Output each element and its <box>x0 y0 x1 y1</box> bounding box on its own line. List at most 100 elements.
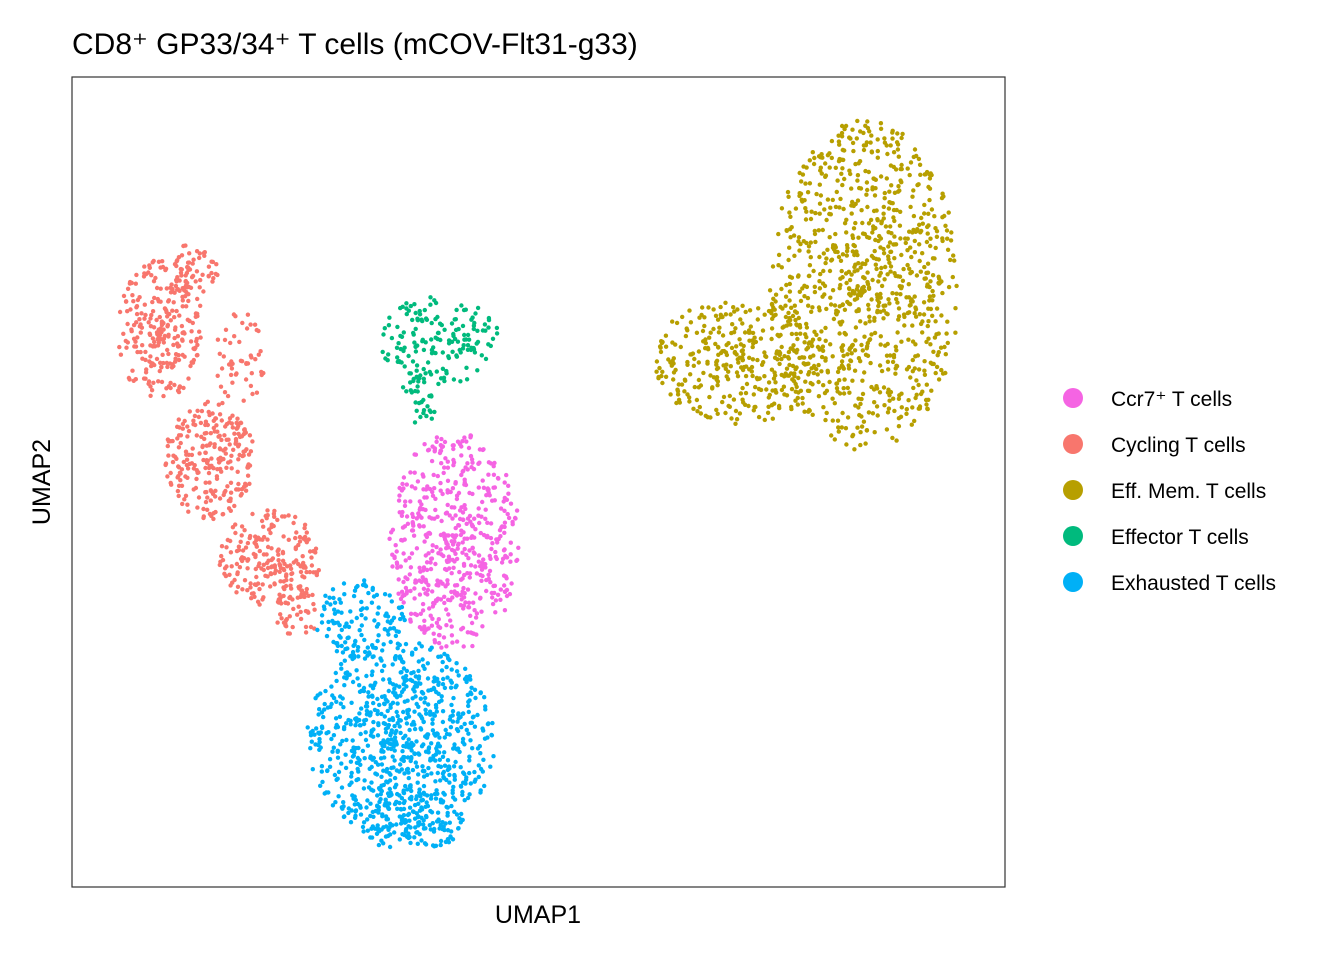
data-point <box>395 324 400 330</box>
data-point <box>939 367 944 373</box>
data-point <box>343 752 348 757</box>
data-point <box>401 709 406 715</box>
data-point <box>945 319 950 324</box>
data-point <box>486 576 491 582</box>
data-point <box>846 269 852 274</box>
data-point <box>853 201 858 207</box>
data-point <box>851 226 857 231</box>
data-point <box>252 540 257 545</box>
data-point <box>474 341 479 346</box>
data-point <box>795 395 800 401</box>
data-point <box>945 340 950 346</box>
data-point <box>465 630 470 635</box>
data-point <box>408 470 413 475</box>
data-point <box>842 176 847 182</box>
data-point <box>178 440 183 446</box>
data-point <box>789 406 794 412</box>
data-point <box>405 787 410 792</box>
data-point <box>349 770 354 776</box>
data-point <box>953 330 958 335</box>
data-point <box>948 257 953 263</box>
data-point <box>222 337 228 343</box>
data-point <box>843 426 849 431</box>
data-point <box>425 803 431 809</box>
data-point <box>209 456 214 461</box>
data-point <box>138 349 143 355</box>
data-point <box>756 386 762 392</box>
data-point <box>422 628 428 633</box>
data-point <box>860 285 865 291</box>
data-point <box>243 545 249 550</box>
data-point <box>868 360 873 366</box>
data-point <box>401 579 406 585</box>
data-point <box>389 765 394 771</box>
data-point <box>700 328 706 334</box>
data-point <box>434 788 439 793</box>
data-point <box>430 728 436 733</box>
data-point <box>471 550 476 555</box>
data-point <box>839 123 845 129</box>
data-point <box>365 828 370 833</box>
data-point <box>484 493 489 498</box>
data-point <box>416 801 421 806</box>
data-point <box>816 228 821 233</box>
data-point <box>376 622 381 627</box>
data-point <box>452 742 457 747</box>
data-point <box>798 388 804 393</box>
data-point <box>928 306 934 312</box>
data-point <box>750 344 755 350</box>
data-point <box>785 189 791 195</box>
data-point <box>432 449 437 454</box>
data-point <box>911 385 916 391</box>
data-point <box>886 206 892 211</box>
data-point <box>896 424 902 429</box>
chart-title: CD8⁺ GP33/34⁺ T cells (mCOV-Flt31-g33) <box>72 28 638 61</box>
data-point <box>504 576 509 581</box>
data-point <box>863 321 868 326</box>
data-point <box>441 553 446 559</box>
data-point <box>846 363 851 368</box>
data-point <box>143 370 149 375</box>
data-point <box>375 793 380 798</box>
data-point <box>779 206 785 211</box>
data-point <box>397 359 402 364</box>
data-point <box>401 475 407 480</box>
data-point <box>192 413 198 419</box>
data-point <box>416 376 421 382</box>
data-point <box>924 339 929 345</box>
data-point <box>411 742 416 748</box>
data-point <box>236 544 242 549</box>
data-point <box>855 425 860 430</box>
data-point <box>368 801 373 806</box>
data-point <box>386 793 392 799</box>
data-point <box>179 267 184 272</box>
data-point <box>773 380 778 385</box>
data-point <box>208 431 213 436</box>
data-point <box>432 298 437 303</box>
data-point <box>317 736 322 742</box>
data-point <box>926 184 931 190</box>
data-point <box>423 749 429 754</box>
data-point <box>402 771 407 776</box>
data-point <box>373 680 378 685</box>
data-point <box>486 315 492 321</box>
data-point <box>951 253 956 258</box>
data-point <box>720 333 726 338</box>
data-point <box>467 758 472 763</box>
data-point <box>788 322 793 327</box>
data-point <box>676 397 682 402</box>
data-point <box>411 719 416 725</box>
data-point <box>439 436 444 442</box>
data-point <box>276 600 281 605</box>
data-point <box>949 230 954 235</box>
data-point <box>872 430 877 435</box>
data-point <box>235 584 241 589</box>
data-point <box>397 793 402 798</box>
data-point <box>824 306 829 312</box>
data-point <box>361 721 367 727</box>
data-point <box>922 264 927 270</box>
data-point <box>399 814 405 820</box>
data-point <box>925 231 930 236</box>
data-point <box>866 221 872 226</box>
data-point <box>444 533 450 538</box>
